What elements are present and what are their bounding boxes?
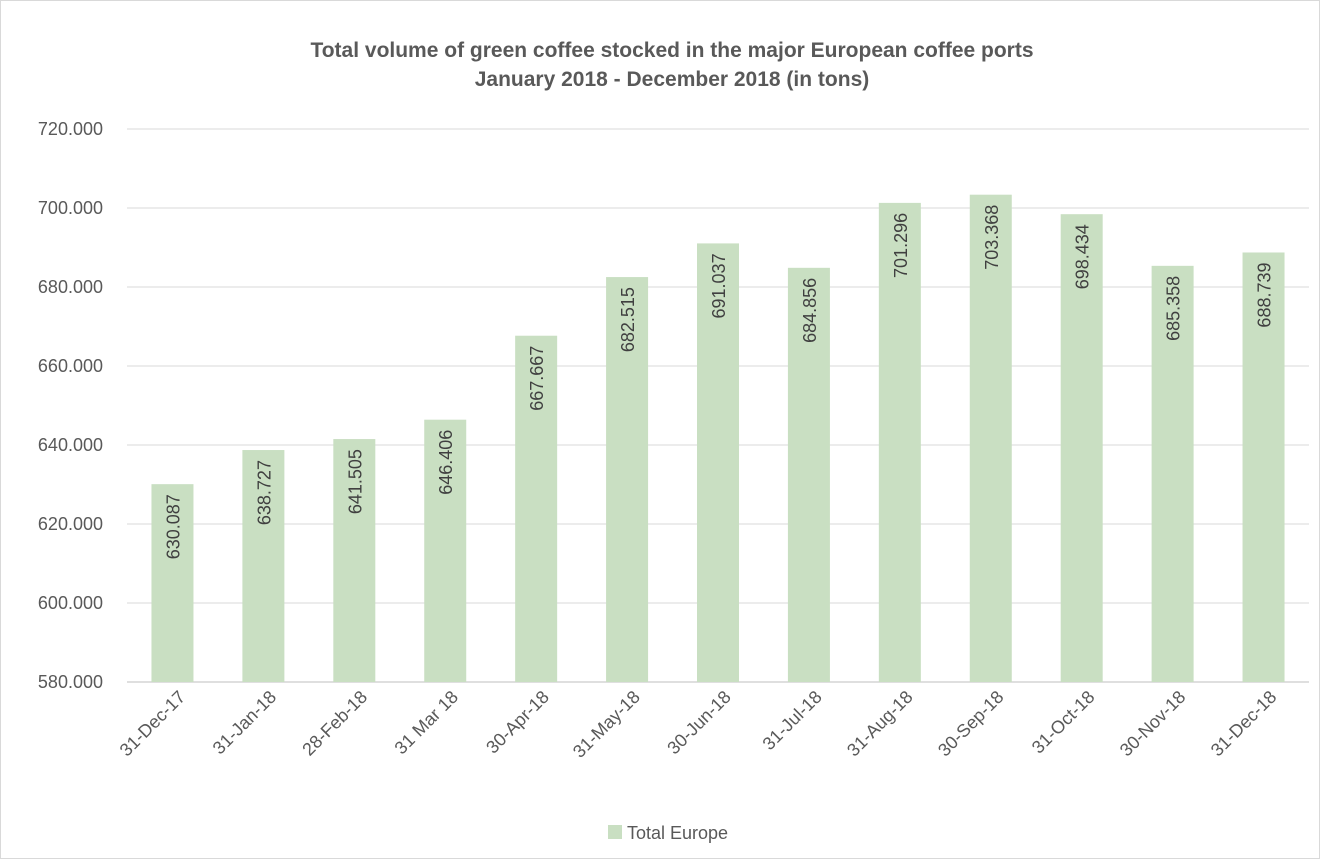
y-tick-label: 660.000 [38,356,103,376]
data-label: 698.434 [1073,224,1093,289]
data-label: 691.037 [709,253,729,318]
x-tick-label: 31 Mar 18 [391,687,462,758]
y-tick-label: 680.000 [38,277,103,297]
chart-title-line-2: January 2018 - December 2018 (in tons) [475,68,870,91]
bar [1060,214,1103,682]
y-tick-label: 700.000 [38,198,103,218]
x-tick-label: 31-May-18 [569,687,644,762]
legend-label: Total Europe [627,823,728,843]
y-tick-label: 620.000 [38,514,103,534]
y-tick-label: 640.000 [38,435,103,455]
bar [242,450,285,682]
y-tick-label: 720.000 [38,119,103,139]
data-label: 667.667 [527,346,547,411]
bar [333,439,376,682]
x-tick-label: 31-Jul-18 [759,687,826,754]
bar [787,267,830,682]
y-axis-ticks: 580.000 600.000 620.000 640.000 660.000 680.0… [38,119,103,692]
data-label: 682.515 [618,287,638,352]
bar [515,335,558,682]
data-label: 630.087 [163,494,183,559]
x-tick-label: 31-Oct-18 [1028,687,1099,758]
legend-swatch [608,825,622,839]
bar [969,194,1012,682]
x-tick-label: 30-Jun-18 [663,687,734,758]
data-label: 646.406 [436,430,456,495]
y-tick-label: 600.000 [38,593,103,613]
bar [424,419,467,682]
data-label: 641.505 [345,449,365,514]
bar [151,484,194,682]
bar [697,243,739,682]
x-tick-label: 30-Sep-18 [934,687,1008,761]
x-tick-label: 31-Aug-18 [843,687,917,761]
x-tick-label: 30-Nov-18 [1116,687,1190,761]
x-tick-label: 30-Apr-18 [482,687,553,758]
data-label: 684.856 [800,278,820,343]
x-tick-label: 31-Dec-18 [1207,687,1281,761]
y-tick-label: 580.000 [38,672,103,692]
legend: Total Europe [608,823,728,843]
bar [878,202,921,682]
data-label: 703.368 [982,205,1002,270]
x-tick-label: 28-Feb-18 [298,687,371,760]
bar [1151,265,1194,682]
bars [151,194,1285,682]
chart-title-line-1: Total volume of green coffee stocked in … [310,39,1033,62]
data-label: 685.358 [1164,276,1184,341]
data-label: 688.739 [1255,262,1275,327]
bar [1242,252,1285,682]
data-label: 701.296 [891,213,911,278]
data-labels: 630.087 638.727 641.505 646.406 667.667 682.5… [163,205,1274,560]
bar [606,277,649,682]
x-tick-label: 31-Jan-18 [209,687,280,758]
data-label: 638.727 [254,460,274,525]
x-tick-label: 31-Dec-17 [116,687,190,761]
x-axis-ticks: 31-Dec-17 31-Jan-18 28-Feb-18 31 Mar 18 30-A… [116,687,1281,762]
